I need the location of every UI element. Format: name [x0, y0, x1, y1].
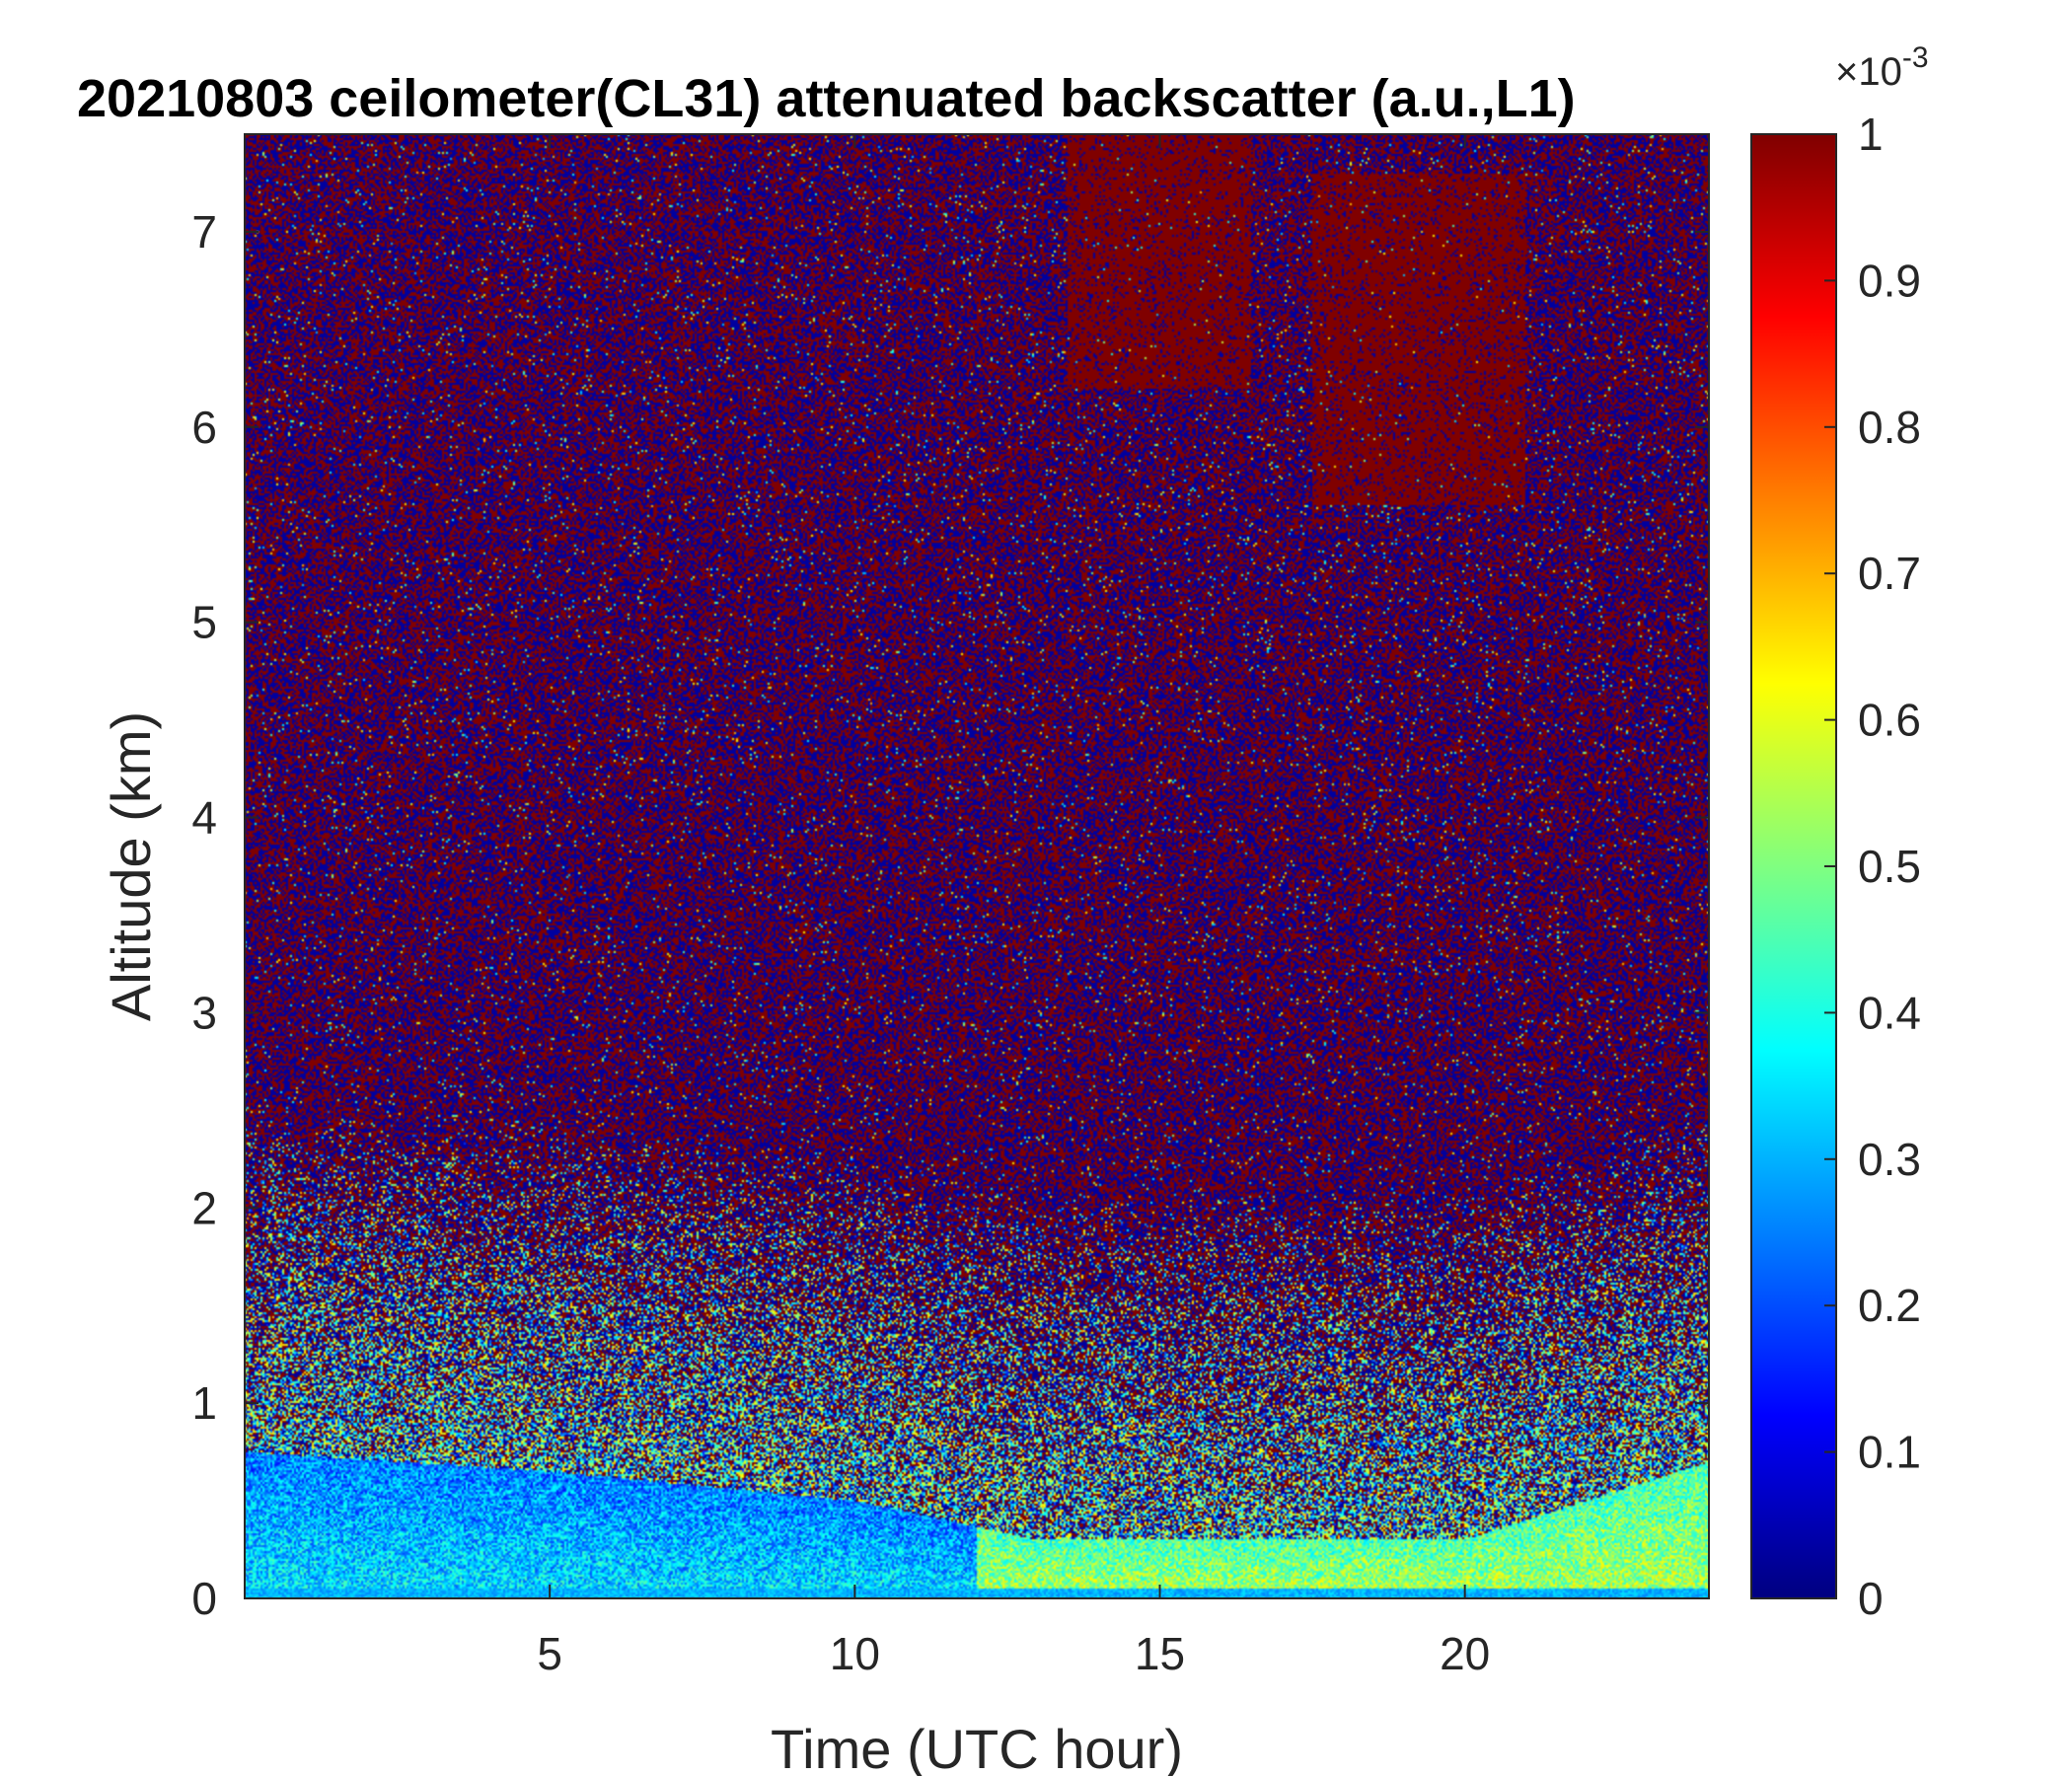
y-axis: 0 1 2 3 4 5 6 7	[191, 206, 1709, 1624]
colorbar-tick-label: 0.4	[1858, 987, 1921, 1038]
colorbar-tick-label: 0	[1858, 1573, 1884, 1624]
y-axis-label: Altitude (km)	[100, 711, 162, 1021]
x-tick-label: 20	[1440, 1628, 1490, 1679]
y-tick-label: 6	[191, 402, 217, 453]
chart-title: 20210803 ceilometer(CL31) attenuated bac…	[77, 69, 1576, 128]
plot-frame	[244, 133, 1710, 1599]
y-tick-label: 2	[191, 1182, 217, 1233]
backscatter-heatmap	[245, 134, 1709, 1598]
y-tick-label: 7	[191, 206, 217, 258]
x-tick-label: 10	[830, 1628, 880, 1679]
colorbar-tick-label: 1	[1858, 109, 1884, 160]
y-tick-label: 0	[191, 1573, 217, 1624]
y-tick-label: 5	[191, 597, 217, 648]
x-axis: 5 10 15 20	[537, 134, 1490, 1679]
colorbar-exponent: ×10-3	[1835, 41, 1929, 94]
colorbar-tick-label: 0.1	[1858, 1427, 1921, 1478]
x-tick-label: 15	[1135, 1628, 1185, 1679]
y-tick-label: 4	[191, 792, 217, 844]
y-tick-label: 3	[191, 987, 217, 1038]
colorbar-ticks: 0 0.1 0.2 0.3 0.4 0.5 0.6 0.7 0.8 0.9 1	[1824, 109, 1921, 1624]
y-tick-label: 1	[191, 1377, 217, 1429]
colorbar-tick-label: 0.9	[1858, 255, 1921, 306]
plot-area	[244, 133, 1710, 1599]
x-axis-label: Time (UTC hour)	[771, 1718, 1183, 1776]
colorbar-tick-label: 0.2	[1858, 1280, 1921, 1331]
colorbar-gradient	[1751, 134, 1836, 1598]
colorbar-tick-label: 0.5	[1858, 841, 1921, 892]
colorbar: 0 0.1 0.2 0.3 0.4 0.5 0.6 0.7 0.8 0.9 1 ×10-3	[1750, 41, 1929, 1624]
colorbar-tick-label: 0.6	[1858, 695, 1921, 746]
colorbar-tick-label: 0.7	[1858, 548, 1921, 599]
colorbar-tick-label: 0.3	[1858, 1134, 1921, 1185]
colorbar-tick-label: 0.8	[1858, 402, 1921, 453]
x-tick-label: 5	[537, 1628, 562, 1679]
